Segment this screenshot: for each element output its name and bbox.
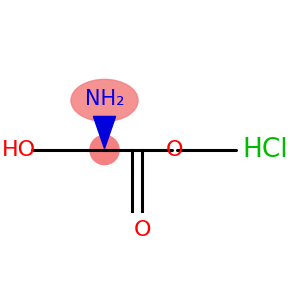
- Text: HO: HO: [2, 140, 35, 160]
- Polygon shape: [93, 116, 116, 148]
- Ellipse shape: [71, 80, 138, 122]
- Text: O: O: [166, 140, 183, 160]
- Circle shape: [90, 135, 119, 165]
- Text: NH₂: NH₂: [85, 89, 124, 109]
- Text: O: O: [134, 220, 151, 240]
- Text: HCl: HCl: [242, 137, 288, 163]
